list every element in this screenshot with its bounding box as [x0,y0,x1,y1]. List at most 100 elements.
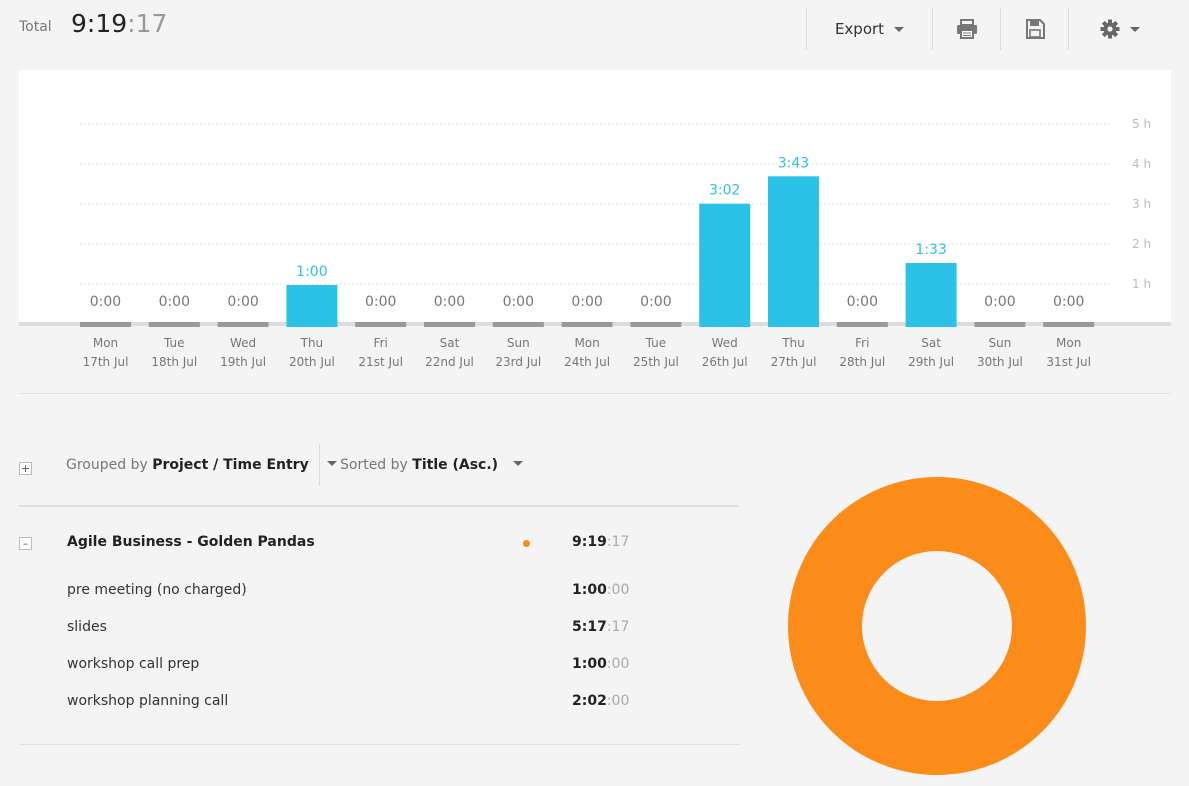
save-icon [1025,19,1045,39]
print-button[interactable] [933,8,1000,50]
save-button[interactable] [1001,8,1068,50]
project-duration-sec: :17 [606,534,630,550]
sort-by-value: Title (Asc.) [412,457,499,473]
x-tick-day: Thu [781,336,805,350]
bar [492,322,544,327]
y-tick-label: 5 h [1132,117,1151,131]
chevron-down-icon [327,461,338,466]
controls-separator [319,444,320,486]
y-tick-label: 3 h [1132,197,1151,211]
bar [424,322,475,327]
total-hours-minutes: 9:19 [71,9,128,38]
sort-by-prefix: Sorted by [340,457,408,473]
x-tick-date: 17th Jul [83,355,129,369]
x-tick-date: 18th Jul [151,355,197,369]
donut-slice-agile-business-golden-pandas[interactable] [788,477,1086,775]
project-name[interactable]: Agile Business - Golden Pandas [67,534,315,550]
bar-value-label: 0:00 [227,294,258,310]
bar [1043,322,1095,327]
collapse-project-button[interactable]: – [19,537,32,550]
toolbar-separator [806,8,807,50]
toolbar-separator [1068,8,1069,50]
x-tick-date: 31st Jul [1046,355,1091,369]
group-by-value: Project / Time Entry [152,457,309,473]
group-by-prefix: Grouped by [66,457,148,473]
project-color-dot [523,540,530,547]
bar-value-label: 0:00 [984,294,1015,310]
group-by-dropdown[interactable]: Grouped by Project / Time Entry [66,457,338,473]
chevron-down-icon [894,26,905,32]
x-tick-day: Sat [921,336,941,350]
x-tick-day: Fri [855,336,869,350]
toolbar: Export [806,8,1171,50]
project-share-donut [788,477,1086,775]
entry-duration-hm: 1:00 [572,582,607,598]
toolbar-separator [1000,8,1001,50]
x-tick-date: 20th Jul [289,355,335,369]
export-label: Export [834,20,885,38]
entry-title[interactable]: slides [67,619,107,635]
entry-duration-sec: :00 [606,582,630,598]
x-tick-day: Sun [988,336,1011,350]
bar-value-label: 0:00 [90,294,121,310]
x-tick-date: 24th Jul [564,355,610,369]
bar-value-label: 0:00 [640,294,671,310]
x-tick-date: 23rd Jul [495,355,541,369]
entry-duration-hm: 1:00 [572,656,607,672]
bar [768,176,819,327]
sort-by-dropdown[interactable]: Sorted by Title (Asc.) [340,457,523,473]
entry-duration: 2:02:00 [572,693,629,709]
project-duration-hm: 9:19 [572,534,607,550]
total-label: Total [19,19,52,35]
x-tick-date: 28th Jul [839,355,885,369]
bar [80,322,131,327]
y-tick-label: 1 h [1132,277,1151,291]
total-seconds: :17 [127,9,168,38]
x-tick-day: Mon [93,336,118,350]
total-duration: 9:19:17 [71,9,167,38]
entry-duration: 1:00:00 [572,656,629,672]
x-tick-day: Sun [507,336,530,350]
export-dropdown[interactable]: Export [807,8,932,50]
bar-value-label: 3:43 [778,155,809,171]
project-duration: 9:19:17 [572,534,629,550]
x-tick-day: Wed [230,336,256,350]
bar [699,203,751,327]
x-tick-day: Mon [1056,336,1081,350]
entry-duration-sec: :00 [606,656,630,672]
entry-duration-sec: :00 [606,693,630,709]
list-divider [19,505,739,507]
x-tick-day: Fri [374,336,388,350]
bar-value-label: 0:00 [503,294,534,310]
bar-value-label: 0:00 [434,294,465,310]
gear-icon [1100,19,1120,39]
entry-duration-hm: 2:02 [572,693,607,709]
bar [286,285,338,327]
y-tick-label: 2 h [1132,237,1151,251]
bar-value-label: 0:00 [159,294,190,310]
chevron-down-icon [512,461,523,466]
x-tick-date: 19th Jul [220,355,266,369]
bar [905,263,957,327]
bar-value-label: 0:00 [1053,294,1084,310]
chart-panel [19,70,1171,322]
x-tick-date: 22nd Jul [425,355,474,369]
x-tick-day: Mon [574,336,599,350]
x-tick-date: 26th Jul [702,355,748,369]
expand-all-button[interactable]: + [19,462,32,475]
bar [217,322,269,327]
entry-duration-hm: 5:17 [572,619,607,635]
bar [836,322,888,327]
x-tick-date: 21st Jul [358,355,403,369]
x-tick-date: 29th Jul [908,355,954,369]
entry-title[interactable]: workshop call prep [67,656,200,672]
settings-dropdown[interactable] [1069,8,1171,50]
entry-title[interactable]: workshop planning call [67,693,229,709]
bar-value-label: 0:00 [847,294,878,310]
section-divider [19,393,1171,394]
daily-duration-chart: 1 h 2 h 3 h 4 h 5 h 0:00 Mon 17th Jul 0:00 Tue 18t… [80,117,1151,369]
entry-title[interactable]: pre meeting (no charged) [67,582,247,598]
x-tick-day: Wed [712,336,738,350]
entry-duration: 5:17:17 [572,619,629,635]
chevron-down-icon [1130,26,1140,32]
